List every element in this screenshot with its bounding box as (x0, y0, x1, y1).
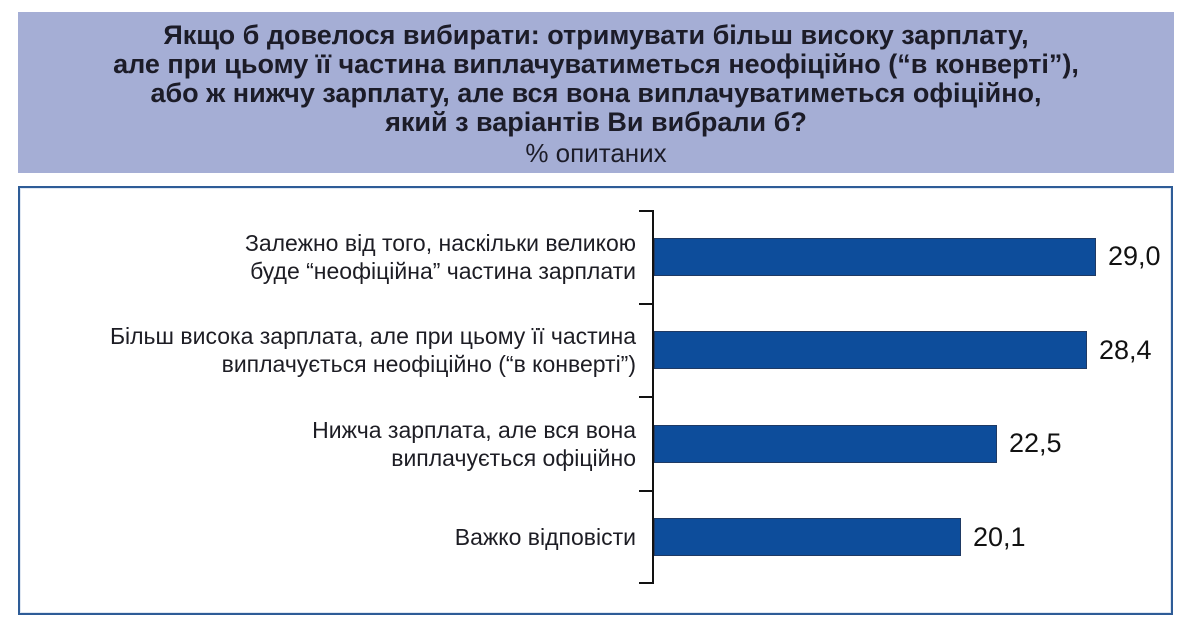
value-label: 20,1 (973, 521, 1026, 552)
category-label: Залежно від того, наскільки великою буде… (20, 229, 652, 285)
value-label: 28,4 (1099, 334, 1152, 365)
bar-cell: 28,4 (652, 304, 1171, 398)
category-label: Важко відповісти (20, 523, 652, 551)
bar-cell: 20,1 (652, 491, 1171, 585)
plot-area: Залежно від того, наскільки великою буде… (20, 210, 1171, 584)
y-axis-line (652, 210, 654, 584)
axis-tick (639, 582, 652, 584)
chart-title-line: який з варіантів Ви вибрали б? (385, 107, 807, 137)
value-label: 29,0 (1108, 241, 1161, 272)
category-label-line: Важко відповісти (454, 524, 636, 551)
category-label: Більш висока зарплата, але при цьому її … (20, 322, 652, 378)
chart-title-banner: Якщо б довелося вибирати: отримувати біл… (18, 12, 1174, 173)
category-label-line: буде “неофіційна” частина зарплати (250, 257, 636, 284)
chart-title-line: але при цьому її частина виплачуватиметь… (113, 49, 1079, 79)
category-label-line: виплачується офіційно (391, 444, 636, 471)
category-label-line: Більш висока зарплата, але при цьому її … (109, 323, 636, 350)
bar-row: Залежно від того, наскільки великою буде… (20, 210, 1171, 304)
category-label-line: Залежно від того, наскільки великою (244, 229, 636, 256)
axis-tick (639, 302, 652, 305)
chart-subtitle: % опитаних (525, 138, 667, 168)
axis-tick (639, 489, 652, 492)
chart-title-line: або ж нижчу зарплату, але вся вона випла… (150, 78, 1042, 108)
chart-title-line: Якщо б довелося вибирати: отримувати біл… (163, 20, 1029, 50)
axis-tick (639, 396, 652, 398)
category-label-line: Нижча зарплата, але вся вона (312, 416, 636, 443)
chart-area: Залежно від того, наскільки великою буде… (18, 186, 1173, 615)
bar (654, 518, 961, 557)
category-label: Нижча зарплата, але вся вона виплачуєтьс… (20, 416, 652, 472)
bar (654, 331, 1087, 370)
bar-row: Більш висока зарплата, але при цьому її … (20, 304, 1171, 398)
value-label: 22,5 (1009, 428, 1062, 459)
bar-cell: 22,5 (652, 397, 1171, 491)
bar-row: Важко відповісти 20,1 (20, 491, 1171, 585)
bar (654, 237, 1096, 276)
axis-tick (639, 210, 652, 212)
bar (654, 424, 997, 463)
bar-row: Нижча зарплата, але вся вона виплачуєтьс… (20, 397, 1171, 491)
category-label-line: виплачується неофіційно (“в конверті”) (221, 351, 636, 378)
bar-cell: 29,0 (652, 210, 1171, 304)
